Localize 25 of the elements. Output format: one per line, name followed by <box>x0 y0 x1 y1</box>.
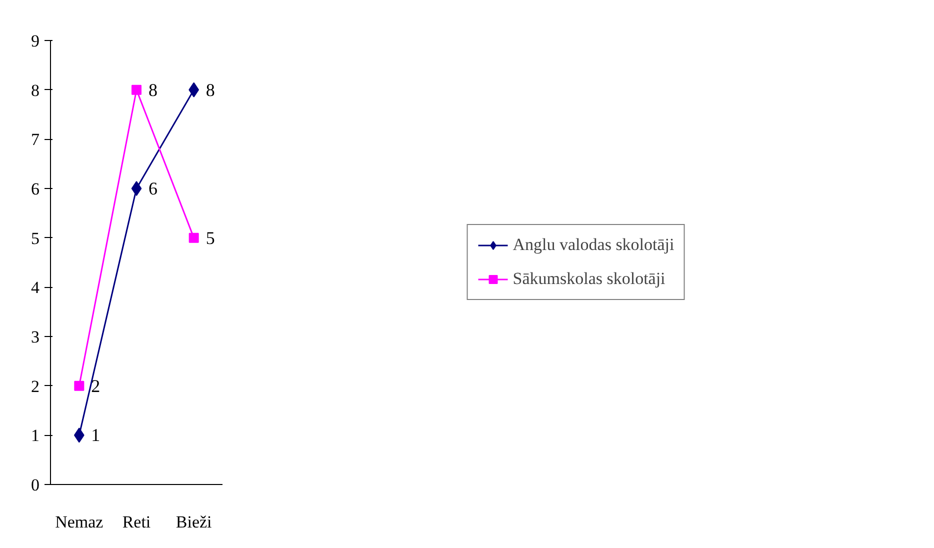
data-label: 8 <box>206 80 215 100</box>
y-tick-label: 3 <box>31 328 40 346</box>
y-tick-label: 0 <box>31 476 40 494</box>
y-tick-label: 6 <box>31 180 40 198</box>
data-label: 6 <box>148 178 158 198</box>
data-label: 5 <box>206 228 215 248</box>
y-tick-label: 8 <box>31 80 40 100</box>
x-tick-label: Nemaz <box>55 512 104 532</box>
point <box>188 232 199 243</box>
y-tick-label: 9 <box>31 32 40 50</box>
y-tick-label: 5 <box>31 228 40 248</box>
y-tick-label: 7 <box>31 130 40 150</box>
point <box>132 84 142 95</box>
legend-label: Anglu valodas skolotāji <box>512 235 674 255</box>
data-label: 8 <box>148 80 158 100</box>
point <box>131 181 142 196</box>
data-label: 2 <box>91 376 100 396</box>
data-label: 1 <box>91 425 100 446</box>
y-tick-label: 4 <box>31 278 40 298</box>
point <box>74 380 84 391</box>
y-tick-label: 1 <box>31 426 40 446</box>
x-tick-label: Bieži <box>176 512 212 532</box>
legend-label: Sākumskolas skolotāji <box>512 269 666 289</box>
y-tick-label: 2 <box>31 376 40 396</box>
x-tick-label: Reti <box>122 512 151 532</box>
